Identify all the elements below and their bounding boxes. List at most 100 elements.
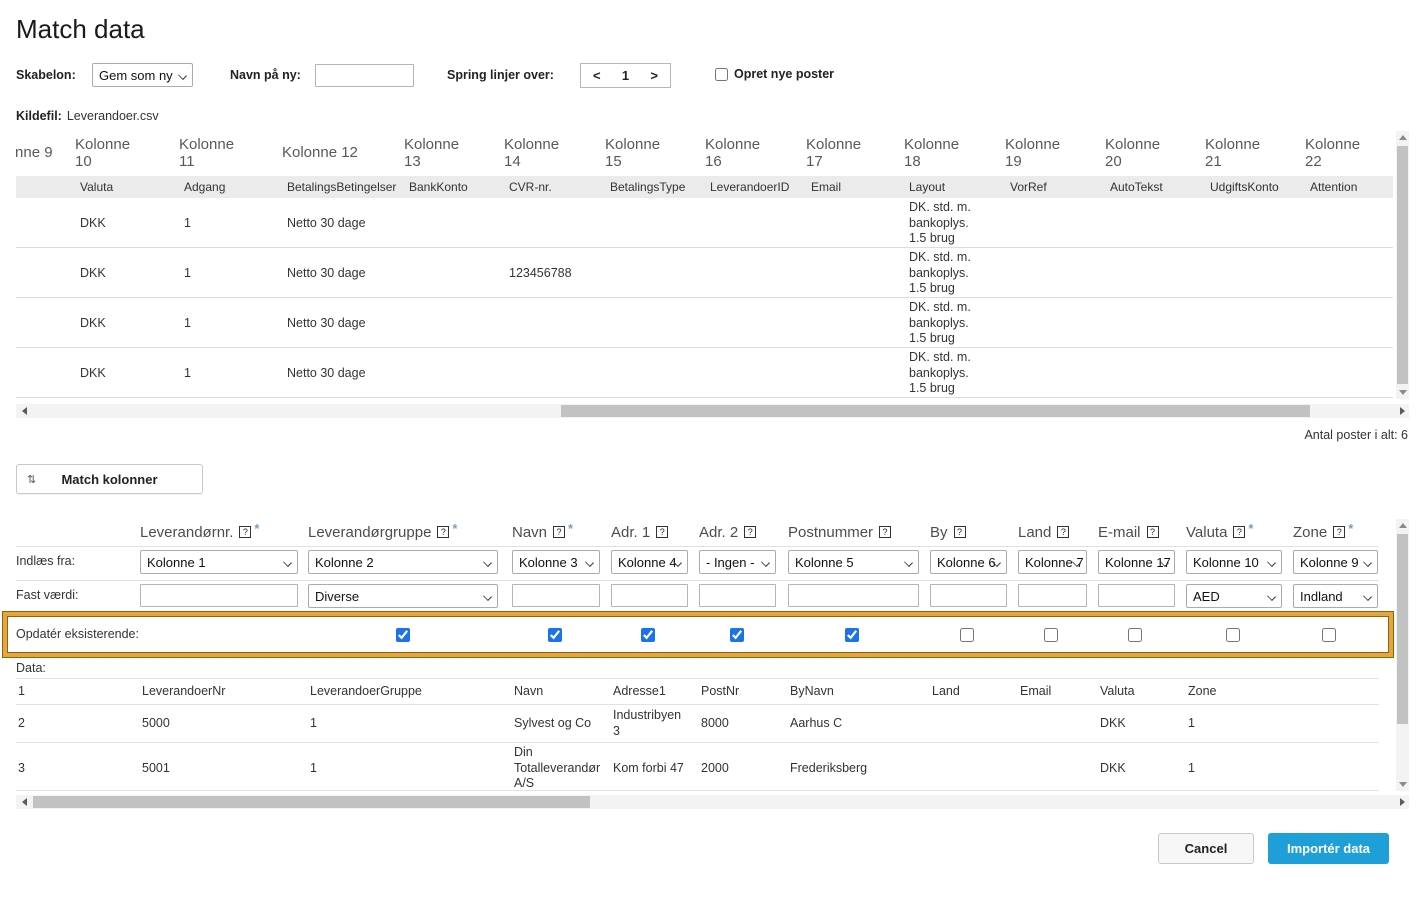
source-select[interactable]: Kolonne 10 — [1186, 550, 1282, 574]
subheader-cell: BankKonto — [409, 180, 468, 194]
update-existing-checkbox[interactable] — [1322, 627, 1336, 642]
help-icon[interactable]: ? — [656, 526, 669, 538]
fast-value-input[interactable] — [611, 584, 688, 607]
scroll-up-button[interactable] — [1396, 519, 1409, 532]
kildefil-label: Kildefil: — [16, 109, 62, 123]
data-cell: Land — [932, 683, 960, 698]
update-existing-checkbox[interactable] — [729, 627, 744, 642]
data-cell: DKK — [1100, 760, 1126, 775]
source-select[interactable]: Kolonne 1 — [140, 550, 298, 574]
scroll-down-button[interactable] — [1396, 386, 1409, 399]
source-select[interactable]: Kolonne 7 — [1018, 550, 1087, 574]
vscrollbar-thumb[interactable] — [1397, 146, 1408, 384]
table-cell — [704, 371, 805, 375]
scroll-up-button[interactable] — [1396, 131, 1409, 144]
scroll-down-button[interactable] — [1396, 778, 1409, 791]
chevron-down-icon — [283, 558, 292, 567]
help-icon[interactable]: ? — [953, 526, 966, 538]
table-cell — [604, 371, 704, 375]
table-cell — [704, 221, 805, 225]
stepper-prev-button[interactable]: < — [593, 68, 601, 83]
column-header: Kolonne 18 — [904, 135, 960, 170]
fast-value-input[interactable] — [1098, 584, 1175, 607]
table-cell — [1304, 371, 1393, 375]
update-existing-checkbox[interactable] — [1225, 627, 1240, 642]
fast-vaerdi-row: Fast værdi: Diverse AED Indland — [16, 582, 1379, 612]
help-icon[interactable]: ? — [1233, 526, 1246, 538]
source-select[interactable]: Kolonne 6 — [930, 550, 1007, 574]
column-header: Kolonne 15 — [605, 135, 661, 170]
scroll-right-button[interactable] — [1396, 795, 1409, 808]
fast-value-select[interactable]: Diverse — [308, 584, 498, 608]
row-label: Opdatér eksisterende: — [16, 626, 139, 641]
subheader-cell: UdgiftsKonto — [1210, 180, 1279, 194]
kildefil: Kildefil: Leverandoer.csv — [16, 109, 159, 123]
import-data-button[interactable]: Importér data — [1268, 833, 1389, 864]
chevron-down-icon — [1363, 592, 1372, 601]
update-existing-checkbox[interactable] — [960, 627, 974, 642]
required-asterisk: * — [254, 521, 260, 536]
data-cell — [1018, 766, 1098, 770]
help-icon[interactable]: ? — [1333, 526, 1346, 538]
fast-value-input[interactable] — [788, 584, 919, 607]
source-select[interactable]: Kolonne 17 — [1098, 550, 1175, 574]
fast-value-select[interactable]: AED — [1186, 584, 1282, 608]
source-select[interactable]: Kolonne 9 — [1293, 550, 1378, 574]
table-cell: DKK — [80, 265, 106, 280]
help-icon[interactable]: ? — [239, 526, 252, 538]
vscrollbar-thumb[interactable] — [1397, 534, 1408, 724]
data-cell: 1 — [310, 715, 317, 730]
scroll-left-button[interactable] — [18, 404, 31, 417]
update-existing-checkbox[interactable] — [547, 627, 562, 642]
match-kolonner-button[interactable]: ⇅ Match kolonner — [16, 464, 203, 494]
subheader-cell: Layout — [909, 180, 946, 194]
update-existing-checkbox[interactable] — [1128, 627, 1142, 642]
chevron-down-icon — [585, 558, 594, 567]
source-table-hscrollbar[interactable] — [16, 404, 1409, 418]
opret-checkbox[interactable] — [715, 67, 728, 81]
source-select[interactable]: Kolonne 3 — [512, 550, 600, 574]
match-table-header: Leverandørnr.? * Leverandørgruppe? * Navn?… — [16, 517, 1379, 547]
update-existing-checkbox[interactable] — [396, 627, 410, 642]
subheader-cell: BetalingsBetingelser — [287, 180, 397, 194]
source-select[interactable]: Kolonne 5 — [788, 550, 919, 574]
fast-value-input[interactable] — [930, 584, 1007, 607]
update-existing-checkbox[interactable] — [641, 627, 655, 642]
scroll-right-button[interactable] — [1396, 404, 1409, 417]
fast-value-input[interactable] — [1018, 584, 1087, 607]
help-icon[interactable]: ? — [744, 526, 757, 538]
match-section-hscrollbar[interactable] — [16, 795, 1409, 809]
fast-value-input[interactable] — [699, 584, 776, 607]
update-existing-checkbox[interactable] — [1044, 627, 1058, 642]
source-select[interactable]: Kolonne 2 — [308, 550, 498, 574]
help-icon[interactable]: ? — [879, 526, 892, 538]
skabelon-select[interactable]: Gem som ny — [92, 63, 193, 87]
navn-input[interactable] — [315, 64, 414, 87]
table-cell — [403, 321, 503, 325]
source-select[interactable]: - Ingen - — [699, 550, 776, 574]
hscrollbar-thumb[interactable] — [33, 796, 590, 808]
help-icon[interactable]: ? — [1146, 526, 1159, 538]
source-table-vscrollbar[interactable] — [1396, 131, 1409, 399]
fast-value-input[interactable] — [140, 584, 298, 607]
data-cell: 1 — [1188, 715, 1195, 730]
stepper-next-button[interactable]: > — [650, 68, 658, 83]
update-existing-checkbox[interactable] — [845, 627, 859, 642]
table-cell: 1 — [184, 315, 191, 330]
help-icon[interactable]: ? — [437, 526, 450, 538]
match-column-header: By? — [930, 521, 1018, 546]
subheader-cell: CVR-nr. — [509, 180, 552, 194]
fast-value-select[interactable]: Indland — [1293, 584, 1378, 608]
help-icon[interactable]: ? — [553, 526, 566, 538]
data-cell: Industribyen 3 — [613, 707, 682, 738]
fast-value-input[interactable] — [512, 584, 600, 607]
help-icon[interactable]: ? — [1057, 526, 1070, 538]
data-cell: ByNavn — [790, 683, 834, 698]
table-cell — [1304, 271, 1393, 275]
cancel-button[interactable]: Cancel — [1158, 833, 1254, 864]
source-select[interactable]: Kolonne 4 — [611, 550, 688, 574]
subheader-cell: Valuta — [80, 180, 114, 194]
scroll-left-button[interactable] — [18, 795, 31, 808]
hscrollbar-thumb[interactable] — [561, 405, 1310, 417]
match-section-vscrollbar[interactable] — [1396, 519, 1409, 791]
